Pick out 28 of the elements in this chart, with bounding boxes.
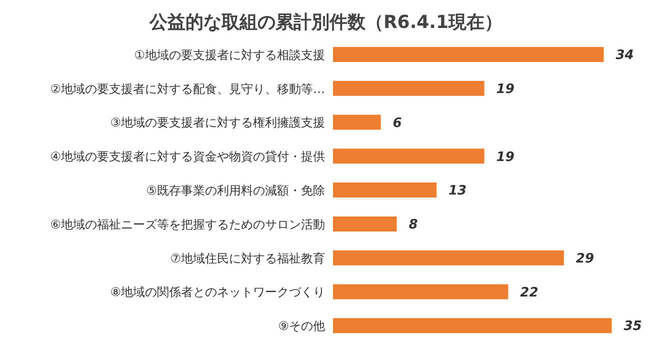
y-tick-label: ⑨その他	[278, 319, 325, 334]
y-tick-label: ⑦地域住民に対する福祉教育	[170, 251, 325, 266]
bar	[333, 284, 508, 300]
y-tick-label: ④地域の要支援者に対する資金や物資の貸付・提供	[50, 150, 325, 164]
bar	[333, 318, 612, 334]
y-tick-label: ⑥地域の福祉ニーズ等を把握するためのサロン活動	[50, 217, 325, 232]
data-label: 35	[624, 319, 642, 334]
y-tick-label: ⑧地域の関係者とのネットワークづくり	[110, 285, 325, 300]
bar	[333, 114, 381, 130]
data-label: 19	[496, 82, 514, 98]
bar	[333, 47, 604, 62]
bar	[333, 80, 484, 96]
data-label: 8	[408, 218, 418, 233]
y-tick-label: ②地域の要支援者に対する配食、見守り、移動等…	[50, 82, 325, 96]
bar	[333, 148, 484, 164]
data-label: 22	[520, 285, 538, 300]
bar	[333, 216, 397, 232]
data-label: 19	[496, 150, 514, 165]
y-tick-label: ⑤既存事業の利用料の減額・免除	[146, 184, 325, 198]
bar	[333, 250, 564, 266]
chart-title: 公益的な取組の累計別件数（R6.4.1現在）	[148, 11, 504, 35]
y-tick-label: ①地域の要支援者に対する相談支援	[134, 48, 325, 62]
data-label: 29	[576, 251, 594, 266]
data-label: 6	[392, 116, 402, 131]
data-label: 13	[448, 184, 467, 199]
bar	[333, 182, 437, 198]
data-label: 34	[616, 48, 634, 64]
y-tick-label: ③地域の要支援者に対する権利擁護支援	[110, 116, 325, 130]
